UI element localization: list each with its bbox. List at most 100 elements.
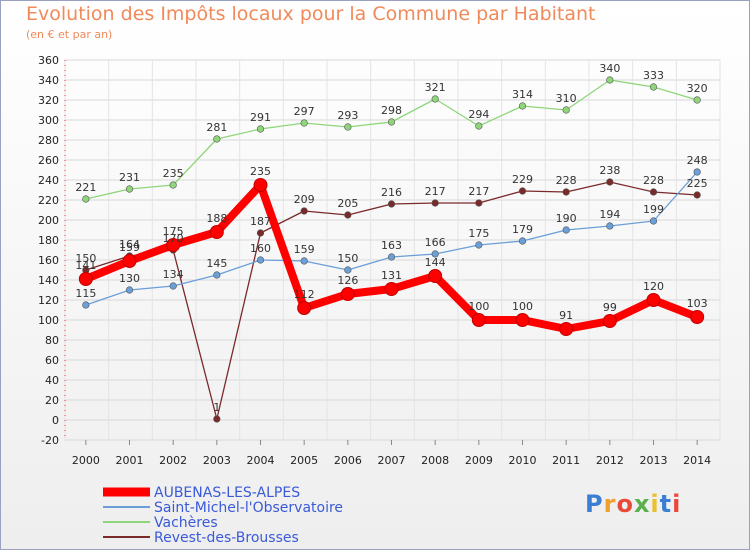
legend: AUBENAS-LES-ALPESSaint-Michel-l'Observat…: [103, 485, 343, 546]
y-tick-label: 360: [38, 54, 59, 67]
data-label: 150: [337, 252, 358, 265]
data-point: [387, 200, 396, 208]
data-label: 228: [556, 174, 577, 187]
data-label: 281: [206, 121, 227, 134]
logo-letter: r: [603, 490, 617, 518]
y-tick-label: -20: [41, 434, 59, 447]
x-tick-label: 2000: [72, 454, 100, 467]
y-tick-label: 240: [38, 174, 59, 187]
proxiti-logo: Proxiti: [585, 490, 681, 518]
data-point: [125, 286, 134, 294]
data-label: 187: [250, 215, 271, 228]
data-label: 145: [206, 257, 227, 270]
data-label: 134: [163, 268, 184, 281]
data-point: [213, 415, 221, 423]
data-label: 103: [687, 297, 708, 310]
data-point: [122, 254, 137, 268]
data-point: [78, 272, 93, 286]
legend-label: AUBENAS-LES-ALPES: [154, 485, 300, 501]
y-tick-label: 160: [38, 254, 59, 267]
data-label: 164: [119, 238, 140, 251]
data-label: 170: [163, 232, 184, 245]
data-label: 100: [468, 300, 489, 313]
data-point: [646, 293, 661, 307]
x-axis: 2000 2001 2002 2003 2004 2005 2006 2007 2008 2009…: [72, 440, 711, 467]
y-tick-label: 0: [52, 414, 59, 427]
data-label: 100: [512, 300, 533, 313]
logo-letter: o: [616, 490, 634, 518]
x-tick-label: 2011: [552, 454, 580, 467]
data-point: [562, 106, 570, 114]
x-tick-label: 2008: [421, 454, 449, 467]
data-label: 190: [556, 212, 577, 225]
data-label: 248: [687, 154, 708, 167]
data-label: 320: [687, 82, 708, 95]
data-label: 205: [337, 197, 358, 210]
data-label: 188: [206, 212, 227, 225]
data-label: 199: [643, 203, 664, 216]
data-label: 310: [556, 92, 577, 105]
y-axis: -20 0 20 40 60 80 100 120 140 160 180 200 220 240 260 2…: [38, 54, 66, 447]
data-label: 175: [468, 227, 489, 240]
y-tick-label: 340: [38, 74, 59, 87]
y-tick-label: 120: [38, 294, 59, 307]
data-point: [690, 310, 705, 324]
data-label: 225: [687, 177, 708, 190]
data-label: 159: [119, 241, 140, 254]
x-tick-label: 2007: [378, 454, 406, 467]
data-point: [431, 95, 439, 103]
data-point: [344, 266, 352, 274]
data-point: [169, 282, 177, 290]
data-point: [693, 96, 701, 104]
y-tick-label: 320: [38, 94, 59, 107]
data-label: 194: [599, 208, 620, 221]
data-label: 175: [163, 225, 184, 238]
data-point: [256, 256, 265, 264]
legend-label: Vachères: [154, 515, 218, 531]
data-point: [82, 301, 90, 309]
data-label: 99: [603, 301, 617, 314]
data-label: 130: [119, 272, 140, 285]
x-tick-label: 2010: [509, 454, 537, 467]
x-tick-label: 2014: [683, 454, 711, 467]
logo-letter: P: [585, 490, 604, 518]
logo-letter: i: [650, 490, 660, 518]
x-tick-label: 2001: [116, 454, 144, 467]
data-point: [559, 322, 574, 336]
data-point: [431, 199, 439, 207]
data-label: 131: [381, 269, 402, 282]
data-point: [82, 195, 90, 203]
data-point: [606, 178, 614, 186]
x-tick-label: 2002: [159, 454, 187, 467]
data-point: [340, 287, 355, 301]
data-label: 160: [250, 242, 271, 255]
data-point: [209, 225, 224, 239]
data-point: [297, 301, 312, 315]
data-point: [428, 269, 443, 283]
series-layer: [78, 76, 705, 423]
data-label: 293: [337, 109, 358, 122]
logo-letter: t: [659, 490, 673, 518]
data-point: [300, 207, 308, 215]
data-point: [518, 237, 527, 245]
y-tick-label: 60: [45, 354, 59, 367]
data-label: 298: [381, 104, 402, 117]
data-point: [300, 257, 308, 265]
data-label: 166: [425, 236, 446, 249]
y-tick-label: 300: [38, 114, 59, 127]
data-point: [693, 191, 701, 199]
x-tick-label: 2006: [334, 454, 362, 467]
data-point: [562, 226, 570, 234]
data-label: 120: [643, 280, 664, 293]
data-label: 115: [75, 287, 96, 300]
y-tick-label: 80: [45, 334, 59, 347]
data-label: 217: [468, 185, 489, 198]
data-point: [606, 222, 614, 230]
data-label: 231: [119, 171, 140, 184]
x-tick-label: 2003: [203, 454, 231, 467]
data-label: 314: [512, 88, 533, 101]
y-tick-label: 260: [38, 154, 59, 167]
data-label: 340: [599, 62, 620, 75]
